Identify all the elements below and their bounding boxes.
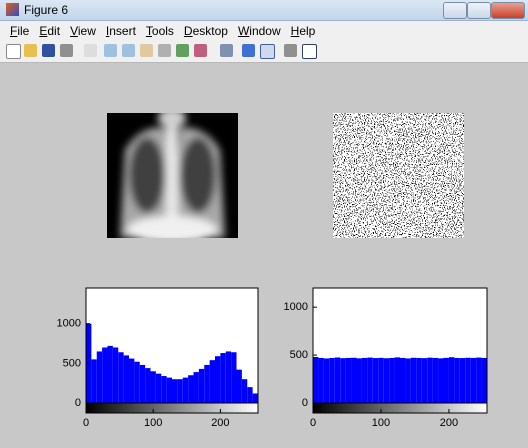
histogram-bar — [395, 357, 400, 403]
histogram-bar — [433, 358, 438, 403]
histogram-bar — [177, 379, 182, 403]
histogram-bar — [340, 358, 345, 403]
histogram-bar — [471, 358, 476, 403]
histogram-bar — [357, 358, 362, 403]
histogram-bar — [145, 368, 150, 403]
histogram-bar — [454, 358, 459, 403]
histogram-bar — [362, 358, 367, 403]
histogram-bar — [389, 358, 394, 403]
histogram-bar — [422, 358, 427, 403]
histogram-bar — [156, 374, 161, 403]
histogram-bar — [204, 365, 209, 403]
histogram-bar — [346, 358, 351, 403]
histogram-bar — [91, 359, 96, 403]
histogram-bar — [140, 365, 145, 403]
histogram-bar — [351, 358, 356, 403]
histogram-bar — [476, 358, 481, 403]
histogram-bar — [215, 356, 220, 403]
histogram-bar — [465, 358, 470, 403]
histogram-bar — [183, 378, 188, 403]
histogram-bar — [161, 376, 166, 403]
y-tick-label: 1000 — [284, 301, 308, 313]
figure-canvas: 0 500 1000 0 100 200 0 500 1000 0 100 200 — [0, 0, 528, 448]
y-tick-label: 500 — [63, 357, 81, 369]
histogram-bar — [460, 358, 465, 403]
noise-image — [333, 113, 464, 238]
histogram-bar — [102, 347, 107, 403]
histogram-bar — [444, 358, 449, 403]
histogram-bar — [335, 357, 340, 403]
histogram-bar — [411, 358, 416, 403]
figure-window: Figure 6 FileEditViewInsertToolsDesktopW… — [0, 0, 528, 448]
histogram-bar — [384, 358, 389, 403]
xray-image — [107, 108, 238, 244]
histogram-bar — [416, 358, 421, 403]
histogram-bar — [405, 358, 410, 403]
histogram-bar — [247, 387, 252, 403]
colorbar — [313, 403, 487, 413]
histogram-bar — [97, 351, 102, 403]
histogram-bar — [367, 358, 372, 403]
x-tick-label: 200 — [440, 417, 458, 429]
histogram-bar — [151, 371, 156, 403]
histogram-bar — [226, 351, 231, 403]
histogram-bar — [378, 358, 383, 403]
histogram-bar — [427, 358, 432, 403]
histogram-bar — [118, 352, 123, 403]
histogram-bar — [373, 358, 378, 403]
histogram-bar — [237, 370, 242, 403]
histogram-bar — [194, 372, 199, 403]
x-tick-label: 0 — [83, 417, 89, 429]
histogram-bar — [318, 358, 323, 403]
histogram-bar — [113, 347, 118, 403]
histogram-bar — [108, 346, 113, 403]
x-tick-label: 0 — [310, 417, 316, 429]
histogram-bar — [482, 358, 487, 403]
y-tick-label: 1000 — [57, 318, 81, 330]
histogram-bar — [231, 352, 236, 403]
histogram-bar — [449, 357, 454, 403]
x-tick-label: 100 — [144, 417, 162, 429]
y-tick-label: 0 — [75, 397, 81, 409]
histogram-bar — [253, 393, 258, 403]
histogram-bar — [438, 358, 443, 403]
histogram-bar — [324, 358, 329, 403]
histogram-bar — [124, 355, 129, 403]
histogram-bar — [134, 362, 139, 403]
y-tick-label: 500 — [290, 349, 308, 361]
histogram-bar — [210, 360, 215, 403]
histogram-bar — [172, 379, 177, 403]
histogram-bar — [242, 379, 247, 403]
histogram-bar — [313, 357, 318, 403]
colorbar — [86, 403, 258, 413]
histogram-bar — [129, 359, 134, 403]
histogram-bar — [400, 358, 405, 403]
x-tick-label: 200 — [211, 417, 229, 429]
histogram-bar — [199, 369, 204, 403]
y-tick-label: 0 — [302, 397, 308, 409]
histogram-bar — [329, 358, 334, 403]
x-tick-label: 100 — [372, 417, 390, 429]
histogram-bar — [188, 375, 193, 403]
histogram-bar — [167, 378, 172, 403]
histogram-bar — [220, 353, 225, 403]
